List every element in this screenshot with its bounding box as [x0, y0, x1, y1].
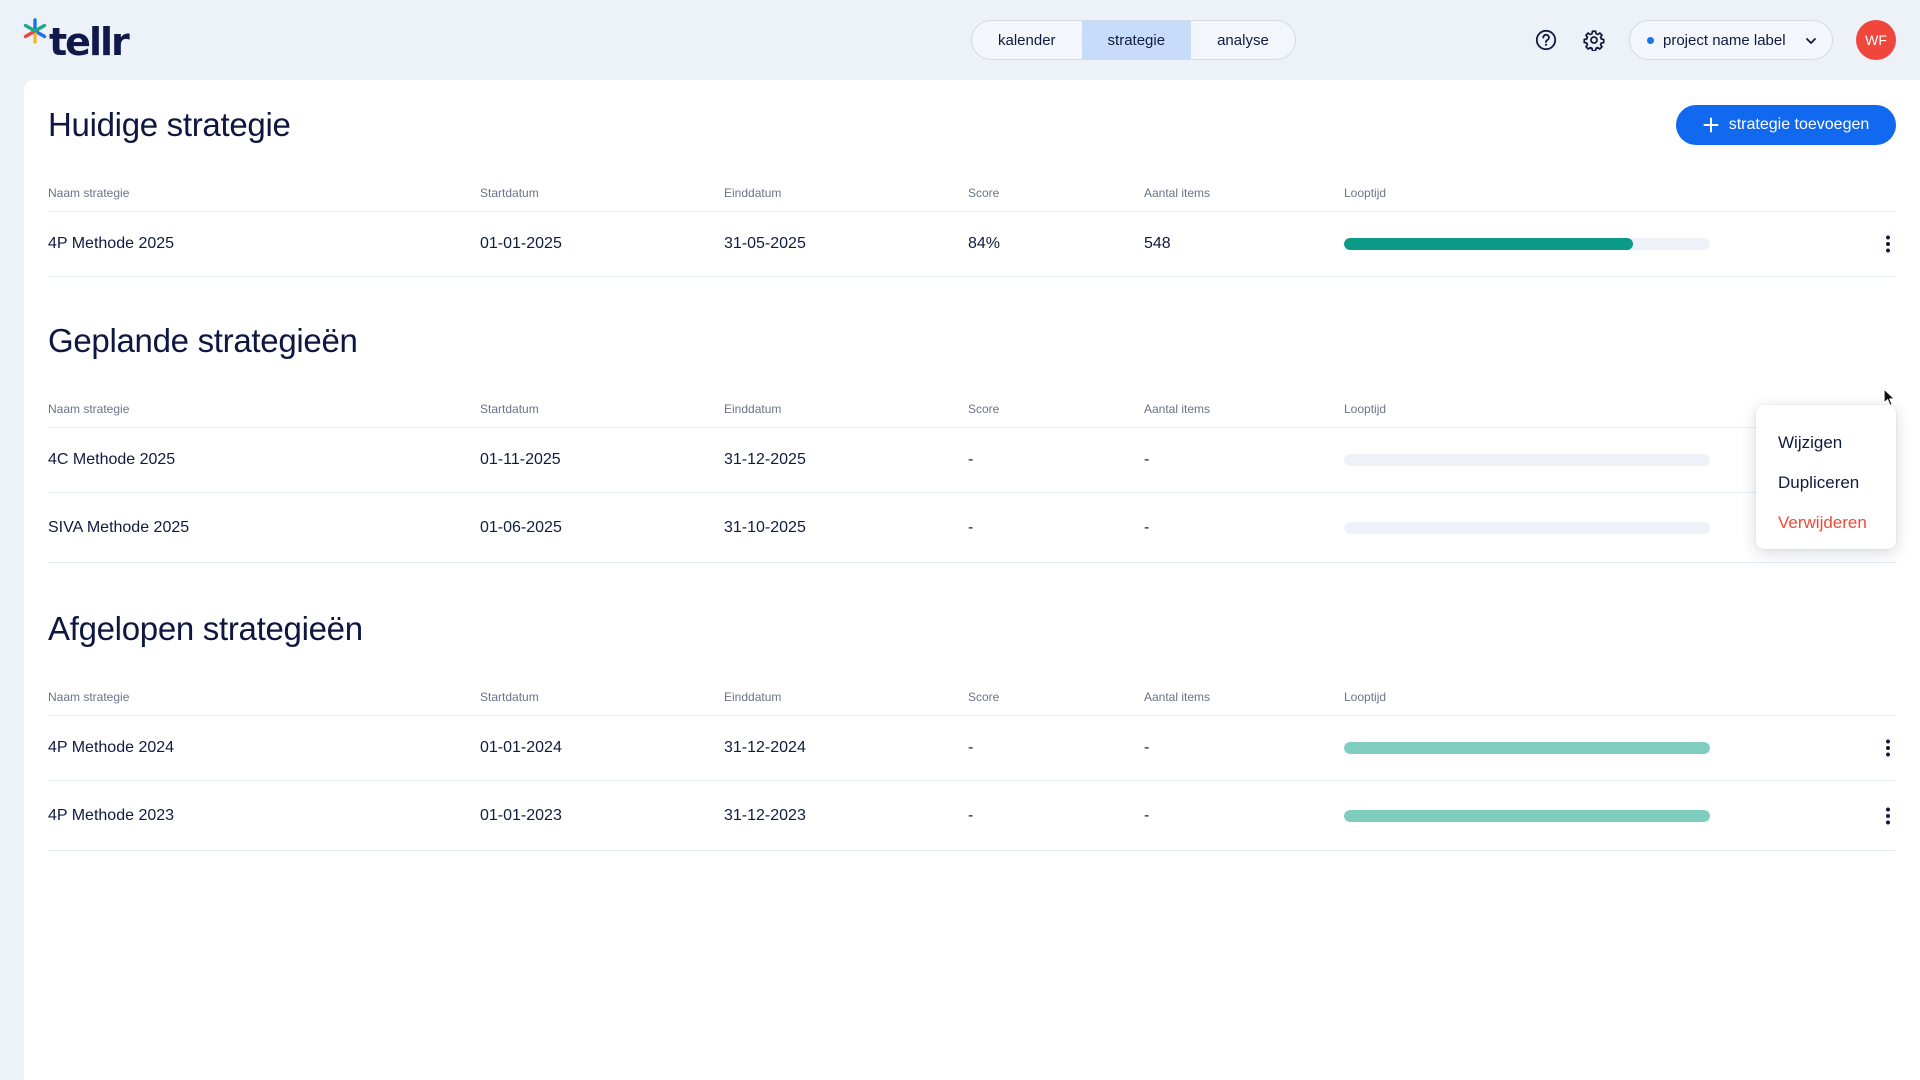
project-status-dot	[1647, 36, 1654, 44]
menu-item-delete[interactable]: Verwijderen	[1778, 513, 1867, 532]
menu-item-duplicate[interactable]: Dupliceren	[1778, 473, 1860, 492]
score: 84%	[968, 235, 1001, 252]
item-count: -	[1144, 451, 1150, 468]
col-header-items: Aantal items	[1144, 402, 1211, 416]
col-header-start: Startdatum	[480, 402, 539, 416]
start-date: 01-01-2023	[480, 806, 562, 824]
question-circle-icon	[1535, 29, 1557, 51]
more-vertical-icon	[1886, 739, 1890, 757]
end-date: 31-12-2025	[724, 451, 806, 468]
table-row[interactable]: 4P Methode 2024 01-01-2024 31-12-2024 - …	[48, 716, 1896, 781]
duration-progress-fill	[1344, 742, 1710, 754]
col-header-duration: Looptijd	[1344, 690, 1387, 704]
start-date: 01-01-2024	[480, 739, 562, 756]
logo-flower-icon	[23, 18, 47, 44]
table-header: Naam strategie Startdatum Einddatum Scor…	[48, 180, 1896, 212]
section-title-current: Huidige strategie	[48, 106, 291, 143]
table-current: Naam strategie Startdatum Einddatum Scor…	[48, 180, 1896, 277]
item-count: 548	[1144, 235, 1171, 252]
duration-progress-bar	[1344, 809, 1710, 822]
col-header-duration: Looptijd	[1344, 186, 1387, 200]
row-menu-button[interactable]	[1876, 232, 1900, 256]
avatar[interactable]: WF	[1856, 20, 1896, 60]
tab-kalender[interactable]: kalender	[998, 31, 1056, 49]
col-header-duration: Looptijd	[1344, 402, 1387, 416]
add-strategy-button[interactable]: strategie toevoegen	[1676, 105, 1896, 145]
col-header-start: Startdatum	[480, 186, 539, 200]
row-context-menu: Wijzigen Dupliceren Verwijderen	[1756, 405, 1896, 549]
section-title-past: Afgelopen strategieën	[48, 610, 363, 647]
start-date: 01-11-2025	[480, 451, 561, 468]
table-header: Naam strategie Startdatum Einddatum Scor…	[48, 396, 1896, 428]
col-header-end: Einddatum	[724, 690, 782, 704]
tab-analyse[interactable]: analyse	[1217, 31, 1269, 49]
duration-progress-fill	[1344, 238, 1634, 250]
score: -	[968, 518, 974, 536]
add-strategy-label: strategie toevoegen	[1728, 116, 1870, 133]
project-select[interactable]: project name label	[1629, 20, 1833, 60]
col-header-name: Naam strategie	[48, 186, 130, 200]
col-header-end: Einddatum	[724, 186, 782, 200]
score: -	[968, 451, 974, 468]
strategy-name: SIVA Methode 2025	[48, 518, 190, 536]
duration-progress-bar	[1344, 454, 1710, 466]
plus-icon	[1703, 117, 1719, 133]
table-past: Naam strategie Startdatum Einddatum Scor…	[48, 684, 1896, 851]
table-row[interactable]: 4C Methode 2025 01-11-2025 31-12-2025 - …	[48, 428, 1896, 493]
start-date: 01-06-2025	[480, 518, 562, 536]
table-row[interactable]: 4P Methode 2025 01-01-2025 31-05-2025 84…	[48, 212, 1896, 277]
chevron-down-icon	[1806, 38, 1816, 44]
row-menu-button[interactable]	[1876, 736, 1900, 760]
col-header-score: Score	[968, 690, 1000, 704]
strategy-name: 4P Methode 2023	[48, 806, 175, 824]
tab-strategie[interactable]: strategie	[1081, 21, 1192, 59]
col-header-items: Aantal items	[1144, 186, 1211, 200]
gear-icon	[1583, 30, 1605, 51]
settings-button[interactable]	[1580, 26, 1608, 54]
top-bar: tellr kalender strategie analyse project…	[0, 0, 1920, 80]
section-title-planned: Geplande strategieën	[48, 322, 358, 359]
logo-text: tellr	[49, 20, 130, 64]
main-panel: strategie toevoegen Huidige strategie Na…	[24, 80, 1920, 1080]
strategy-name: 4P Methode 2025	[48, 235, 175, 252]
main-tabs: kalender strategie analyse	[971, 20, 1296, 60]
app-logo[interactable]: tellr	[22, 18, 130, 64]
table-row[interactable]: 4P Methode 2023 01-01-2023 31-12-2023 - …	[48, 781, 1896, 851]
col-header-score: Score	[968, 186, 1000, 200]
start-date: 01-01-2025	[480, 235, 562, 252]
help-button[interactable]	[1532, 26, 1560, 54]
duration-progress-bar	[1344, 521, 1710, 534]
end-date: 31-10-2025	[724, 518, 806, 536]
more-vertical-icon	[1886, 807, 1890, 824]
col-header-items: Aantal items	[1144, 690, 1211, 704]
end-date: 31-12-2023	[724, 806, 806, 824]
mouse-pointer-icon	[1883, 388, 1896, 407]
item-count: -	[1144, 739, 1150, 756]
duration-progress-bar	[1344, 742, 1710, 754]
more-vertical-icon	[1886, 235, 1890, 253]
table-row[interactable]: SIVA Methode 2025 01-06-2025 31-10-2025 …	[48, 493, 1896, 563]
duration-progress-bar	[1344, 238, 1710, 250]
col-header-score: Score	[968, 402, 1000, 416]
col-header-end: Einddatum	[724, 402, 782, 416]
table-planned: Naam strategie Startdatum Einddatum Scor…	[48, 396, 1896, 563]
col-header-start: Startdatum	[480, 690, 539, 704]
item-count: -	[1144, 518, 1150, 536]
duration-progress-fill	[1344, 809, 1710, 822]
end-date: 31-12-2024	[724, 739, 806, 756]
score: -	[968, 739, 974, 756]
score: -	[968, 806, 974, 824]
strategy-name: 4C Methode 2025	[48, 451, 176, 468]
menu-item-edit[interactable]: Wijzigen	[1778, 433, 1843, 452]
row-menu-button[interactable]	[1876, 804, 1900, 828]
end-date: 31-05-2025	[724, 235, 806, 252]
col-header-name: Naam strategie	[48, 690, 130, 704]
item-count: -	[1144, 806, 1150, 824]
table-header: Naam strategie Startdatum Einddatum Scor…	[48, 684, 1896, 716]
col-header-name: Naam strategie	[48, 402, 130, 416]
strategy-name: 4P Methode 2024	[48, 739, 175, 756]
project-label: project name label	[1663, 31, 1786, 49]
